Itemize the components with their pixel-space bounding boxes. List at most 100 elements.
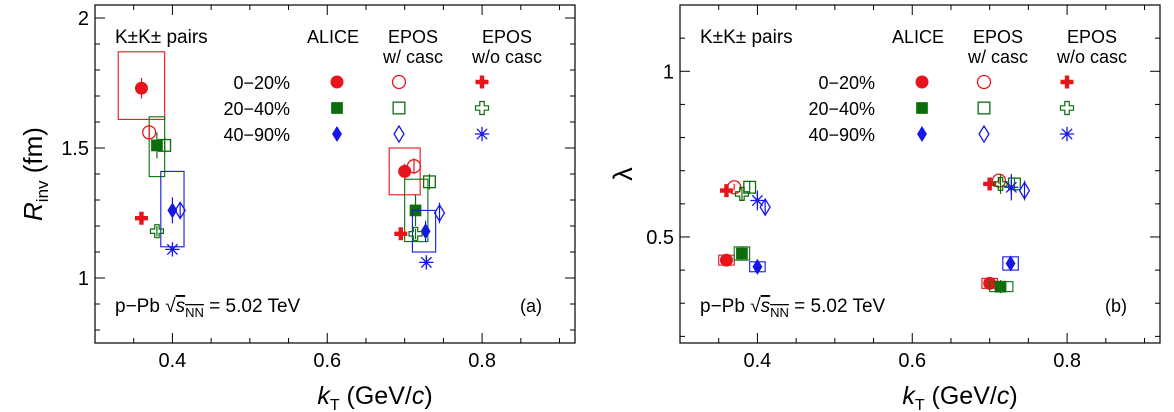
y-axis-sub: inv xyxy=(33,180,52,202)
legend-column-header: EPOS xyxy=(388,27,438,47)
y-axis-unit: (fm) xyxy=(18,127,48,180)
legend-marker-diamond xyxy=(978,124,990,144)
legend-column-subheader: w/ casc xyxy=(382,47,443,67)
legend-marker-cross xyxy=(474,100,490,116)
annotation-sqrt: √ xyxy=(750,296,761,317)
legend-marker-circle xyxy=(330,75,344,89)
x-tick-label: 0.4 xyxy=(744,350,772,372)
annotation-energy: = 5.02 TeV xyxy=(204,296,301,317)
annotation-system-name: p−Pb xyxy=(700,296,745,317)
legend-marker-circle xyxy=(976,74,992,90)
annotation-sub: NN xyxy=(770,305,789,320)
annotation-pair: K±K± pairs xyxy=(700,27,793,48)
data-point-diamond xyxy=(752,258,763,275)
legend-marker-cross xyxy=(1059,100,1075,116)
legend-marker-square xyxy=(331,102,343,114)
data-point-diamond xyxy=(433,203,446,223)
y-axis-symbol: R xyxy=(18,202,48,221)
data-point-star xyxy=(165,242,180,257)
data-point-cross xyxy=(719,184,733,198)
legend-marker-square xyxy=(916,102,928,114)
data-point-circle xyxy=(991,173,1007,188)
x-axis-unit-var: c xyxy=(997,382,1010,410)
data-point-cross xyxy=(408,226,423,241)
data-point-diamond xyxy=(420,223,431,240)
x-axis-unit-var: c xyxy=(412,382,425,410)
data-point-star xyxy=(419,255,434,270)
x-axis-symbol: k xyxy=(902,382,916,410)
panel-label: (a) xyxy=(520,296,542,316)
legend-row-label: 20−40% xyxy=(808,99,875,119)
legend-column-subheader: w/o casc xyxy=(1056,47,1127,67)
legend-marker-cross xyxy=(1060,75,1074,89)
data-point-circle xyxy=(406,159,422,174)
x-tick-label: 0.8 xyxy=(468,350,496,372)
y-axis-label: λ xyxy=(608,167,638,181)
legend-column-subheader: w/ casc xyxy=(967,47,1028,67)
data-point-square xyxy=(422,175,436,189)
data-point-square xyxy=(158,138,172,152)
y-tick-label: 1.5 xyxy=(61,138,89,160)
x-axis-unit-end: ) xyxy=(1009,382,1017,410)
syst-box xyxy=(117,51,166,120)
x-axis-label: kT (GeV/c) xyxy=(902,382,1017,412)
data-point-cross xyxy=(134,211,148,225)
legend-column-header: ALICE xyxy=(307,27,359,47)
panel-a: 0.4 0.6 0.8 1 1.5 2 kT (GeV/c) Rinv (fm) K±K± pa… xyxy=(18,4,576,412)
data-point-square xyxy=(736,247,748,260)
legend-row-label: 20−40% xyxy=(223,99,290,119)
annotation-system: p−Pb √sNN = 5.02 TeV xyxy=(700,296,886,320)
data-point-square xyxy=(994,280,1007,293)
legend-column-subheader: w/o casc xyxy=(471,47,542,67)
legend-row-label: 0−20% xyxy=(818,73,875,93)
legend-marker-diamond xyxy=(917,125,927,143)
x-axis-symbol: k xyxy=(317,382,331,410)
y-tick-label: 2 xyxy=(78,8,89,30)
legend-column-header: EPOS xyxy=(1067,27,1117,47)
x-axis-sub: T xyxy=(330,397,340,412)
legend-marker-circle xyxy=(915,75,929,89)
x-axis-unit: (GeV/ xyxy=(925,382,997,410)
annotation-system: p−Pb √sNN = 5.02 TeV xyxy=(115,296,301,320)
panel-b: 0.4 0.6 0.8 0.5 1 kT (GeV/c) λ K±K± pairs p−Pb √… xyxy=(608,4,1161,412)
x-axis-sub: T xyxy=(915,397,925,412)
legend-column-header: ALICE xyxy=(892,27,944,47)
x-axis-unit: (GeV/ xyxy=(340,382,412,410)
data-point-star xyxy=(750,193,765,208)
data-point-diamond xyxy=(1005,255,1016,272)
legend-row-label: 40−90% xyxy=(808,125,875,145)
data-point-diamond xyxy=(1018,181,1031,200)
data-point-cross xyxy=(394,227,408,241)
x-tick-label: 0.4 xyxy=(159,350,187,372)
legend-marker-diamond xyxy=(393,124,405,144)
data-point-circle xyxy=(719,253,733,267)
y-axis-label: Rinv (fm) xyxy=(18,127,52,221)
legend-marker-diamond xyxy=(332,125,342,143)
data-point-cross xyxy=(149,224,165,239)
annotation-sub: NN xyxy=(185,305,204,320)
annotation-s: s xyxy=(761,296,771,317)
x-tick-label: 0.6 xyxy=(898,350,926,372)
legend-marker-star xyxy=(1059,126,1075,142)
annotation-pair: K±K± pairs xyxy=(115,27,208,48)
data-point-circle xyxy=(134,81,148,95)
x-tick-label: 0.6 xyxy=(313,350,341,372)
legend-marker-square xyxy=(977,101,991,115)
y-tick-label: 0.5 xyxy=(646,227,674,249)
data-point-diamond xyxy=(174,201,186,220)
x-axis-label: kT (GeV/c) xyxy=(317,382,432,412)
data-point-cross xyxy=(983,177,997,191)
legend-column-header: EPOS xyxy=(973,27,1023,47)
data-point-cross xyxy=(993,176,1008,192)
data-points xyxy=(117,51,446,270)
annotation-s: s xyxy=(176,296,186,317)
data-point-square xyxy=(151,139,163,152)
plot-frame xyxy=(679,4,1161,344)
data-point-circle xyxy=(142,125,157,140)
data-points xyxy=(718,173,1031,294)
legend-marker-square xyxy=(392,101,406,115)
annotation-sqrt: √ xyxy=(165,296,176,317)
x-axis-unit-end: ) xyxy=(424,382,432,410)
